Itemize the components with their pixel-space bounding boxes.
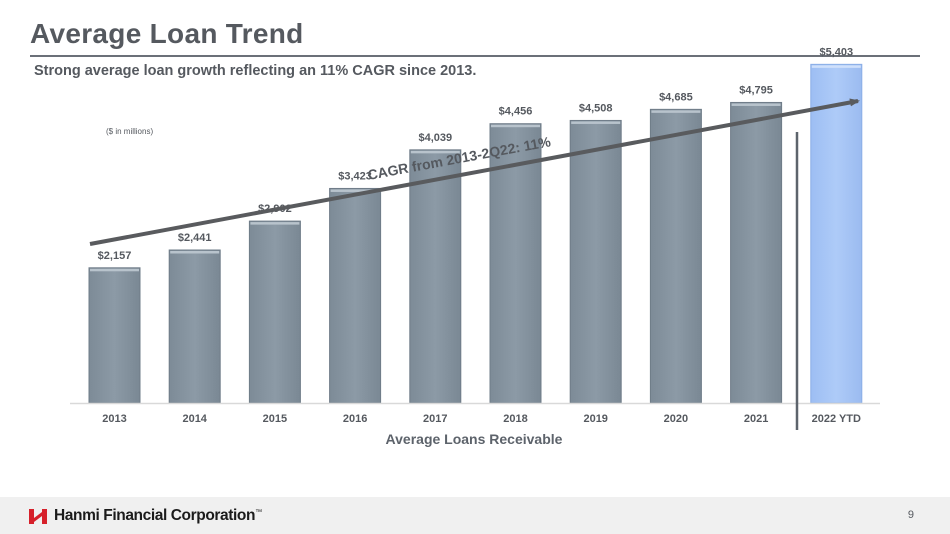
bar-2016 bbox=[329, 187, 382, 404]
company-name: Hanmi Financial Corporation™ bbox=[54, 507, 262, 524]
bar-chart: $2,1572013$2,4412014$2,9022015$3,4232016… bbox=[70, 46, 880, 447]
value-label: $4,456 bbox=[499, 106, 533, 118]
category-label: 2017 bbox=[423, 413, 447, 425]
bar-top-highlight bbox=[90, 268, 139, 272]
bar-2015 bbox=[248, 220, 301, 404]
bar-top-highlight bbox=[410, 150, 460, 154]
bar-2020 bbox=[649, 108, 702, 404]
category-label: 2015 bbox=[263, 413, 287, 425]
bar-2019 bbox=[569, 119, 622, 404]
bar-2017 bbox=[409, 149, 462, 404]
units-note: ($ in millions) bbox=[106, 127, 154, 136]
category-label: 2022 YTD bbox=[812, 413, 861, 425]
bar-2022-ytd bbox=[810, 63, 863, 404]
hanmi-logo-icon bbox=[29, 509, 47, 524]
cagr-trend-arrow bbox=[89, 98, 860, 246]
page-title: Average Loan Trend bbox=[30, 18, 304, 49]
bar-top-highlight bbox=[250, 222, 300, 225]
value-label: $2,441 bbox=[178, 232, 212, 244]
page-number: 9 bbox=[907, 509, 914, 521]
bar-2014 bbox=[168, 249, 221, 404]
value-label: $4,039 bbox=[418, 132, 452, 144]
value-label: $2,157 bbox=[98, 250, 132, 262]
bar-2021 bbox=[730, 101, 783, 404]
value-label: $4,685 bbox=[659, 91, 693, 103]
value-label: $5,403 bbox=[819, 46, 853, 58]
bar-top-highlight bbox=[571, 121, 621, 124]
value-label: $4,508 bbox=[579, 102, 613, 114]
bar-top-highlight bbox=[330, 189, 380, 192]
bar-top-highlight bbox=[811, 65, 861, 68]
category-label: 2013 bbox=[102, 413, 126, 425]
title-divider bbox=[30, 55, 920, 57]
category-label: 2019 bbox=[583, 413, 607, 425]
bar-top-highlight bbox=[170, 251, 220, 254]
page-subtitle: Strong average loan growth reflecting an… bbox=[34, 63, 477, 79]
bar-top-highlight bbox=[731, 103, 781, 106]
value-label: $4,795 bbox=[739, 84, 773, 96]
bar-top-highlight bbox=[491, 124, 540, 128]
trademark-symbol: ™ bbox=[255, 508, 262, 516]
x-axis-title: Average Loans Receivable bbox=[386, 431, 563, 447]
company-logo: Hanmi Financial Corporation™ bbox=[28, 505, 262, 527]
category-label: 2018 bbox=[503, 413, 527, 425]
bar-2013 bbox=[88, 267, 141, 404]
category-label: 2021 bbox=[744, 413, 768, 425]
category-label: 2016 bbox=[343, 413, 367, 425]
value-label: $3,423 bbox=[338, 170, 372, 182]
category-label: 2020 bbox=[664, 413, 688, 425]
bar-top-highlight bbox=[651, 110, 701, 113]
footer: Hanmi Financial Corporation™ 9 bbox=[0, 497, 950, 534]
category-label: 2014 bbox=[182, 413, 207, 425]
